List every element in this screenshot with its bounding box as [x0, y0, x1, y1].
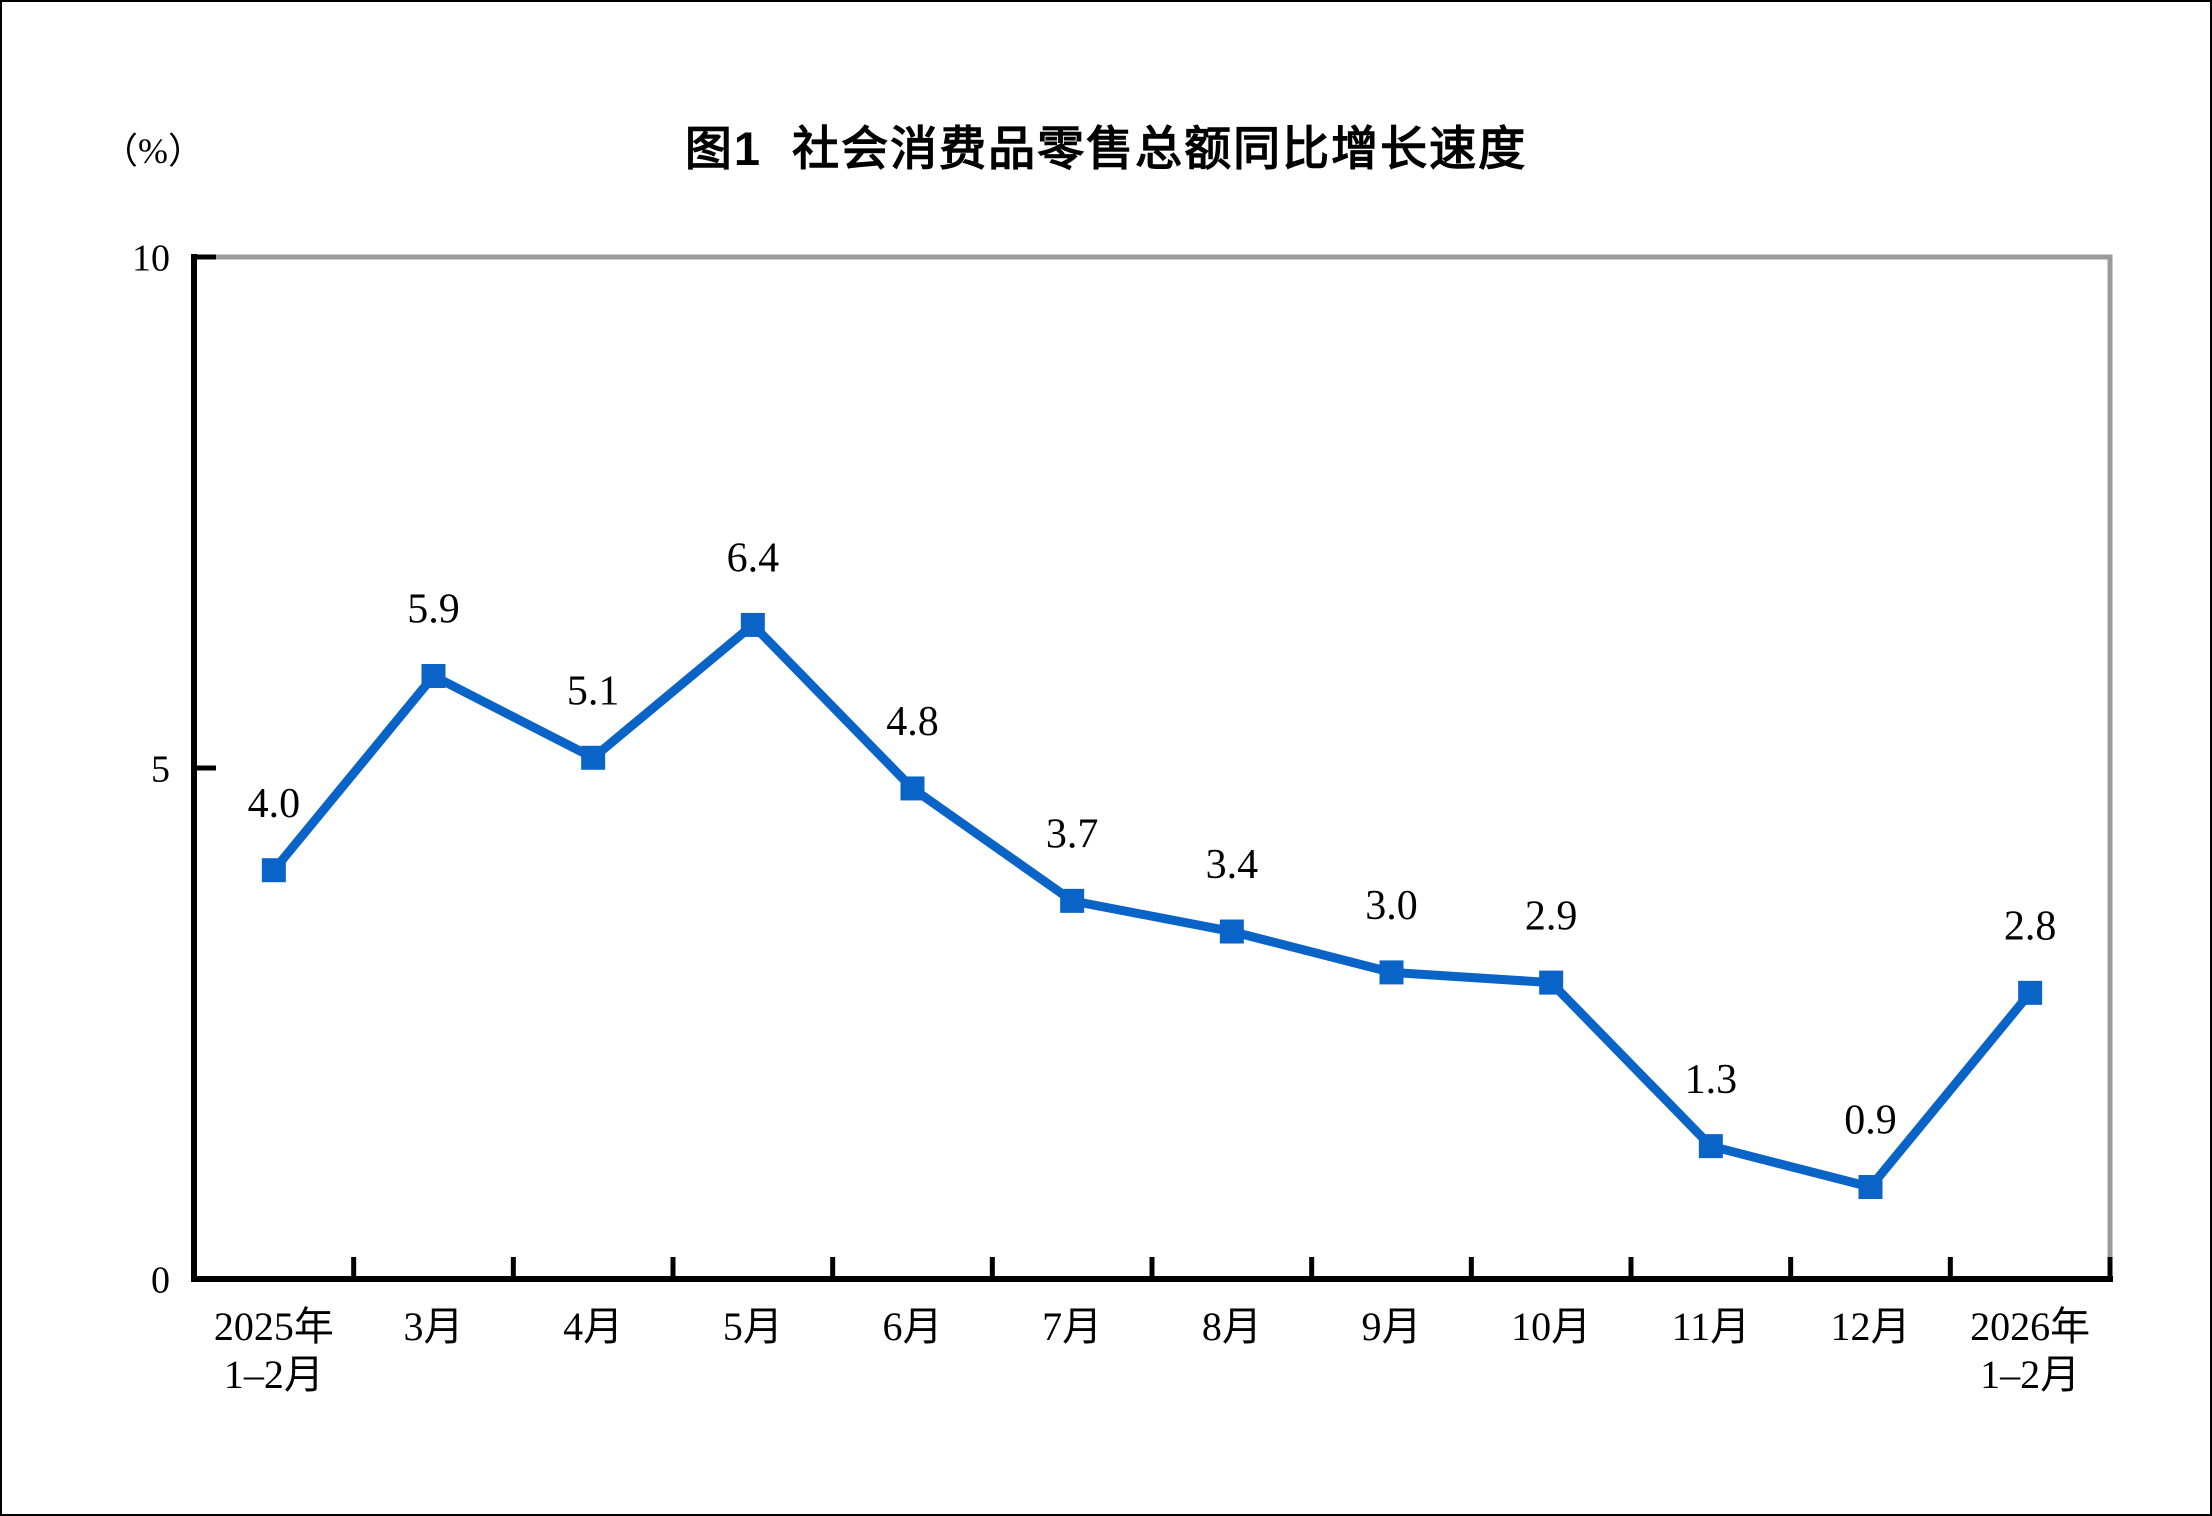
x-axis-category-label: 10月	[1511, 1304, 1591, 1349]
y-axis-unit-label: （%）	[102, 131, 204, 171]
plot-border	[194, 254, 2113, 1279]
data-point-label: 2.8	[2004, 904, 2057, 950]
data-point-marker	[1379, 960, 1404, 985]
y-axis-tick-label: 10	[132, 237, 170, 279]
x-axis-category-label: 12月	[1831, 1304, 1911, 1349]
data-point-marker	[1219, 919, 1244, 944]
data-point-label: 4.0	[248, 781, 301, 827]
x-axis-category-label: 6月	[883, 1304, 943, 1349]
data-point-marker	[1698, 1134, 1723, 1159]
data-point-marker	[1858, 1175, 1883, 1200]
x-axis-category-label: 5月	[723, 1304, 783, 1349]
x-axis-category-label: 2025年 1–2月	[214, 1304, 334, 1397]
x-axis-category-label: 7月	[1042, 1304, 1102, 1349]
data-point-label: 3.0	[1365, 883, 1418, 929]
y-axis-tick-label: 0	[151, 1259, 170, 1301]
data-point-marker	[261, 858, 286, 883]
x-axis-category-label: 8月	[1202, 1304, 1262, 1349]
data-point-label: 1.3	[1685, 1057, 1738, 1103]
chart-title: 图1 社会消费品零售总额同比增长速度	[684, 122, 1528, 175]
data-point-label: 3.4	[1206, 842, 1259, 888]
data-line	[270, 618, 2034, 1193]
y-axis-tick-label: 5	[151, 748, 170, 790]
data-point-label: 4.8	[886, 699, 939, 745]
data-point-marker	[421, 664, 446, 689]
data-point-label: 3.7	[1046, 812, 1099, 858]
data-point-marker	[740, 612, 765, 637]
x-axis-category-label: 3月	[404, 1304, 464, 1349]
x-axis-category-label: 11月	[1672, 1304, 1751, 1349]
data-point-marker	[581, 745, 606, 770]
data-point-marker	[900, 776, 925, 801]
x-axis-category-label: 4月	[563, 1304, 623, 1349]
data-point-label: 5.9	[407, 587, 460, 633]
data-point-label: 2.9	[1525, 893, 1578, 939]
data-point-marker	[1539, 970, 1564, 995]
data-point-label: 0.9	[1844, 1098, 1897, 1144]
x-axis-category-label: 9月	[1362, 1304, 1422, 1349]
data-point-marker	[1060, 888, 1085, 913]
x-axis-category-label: 2026年 1–2月	[1970, 1304, 2090, 1397]
data-point-marker	[2018, 980, 2043, 1005]
data-point-label: 6.4	[727, 536, 780, 582]
data-point-label: 5.1	[567, 668, 620, 714]
